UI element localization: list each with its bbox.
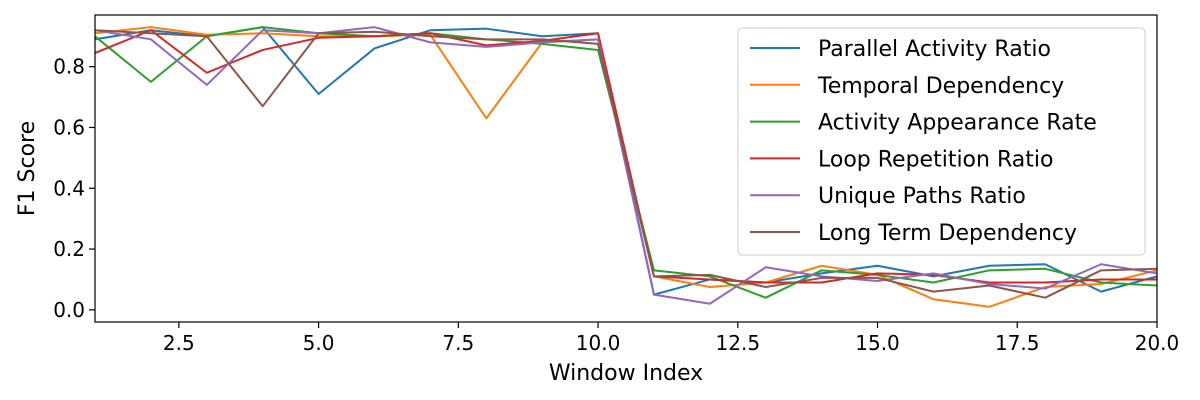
legend-label: Parallel Activity Ratio (818, 37, 1051, 62)
y-tick-label: 0.6 (53, 115, 85, 139)
x-axis: 2.5 5.0 7.5 10.0 12.5 15.0 17.5 20.0 (163, 322, 1179, 355)
legend-label: Temporal Dependency (817, 74, 1064, 99)
x-tick-label: 12.5 (716, 331, 761, 355)
legend-label: Unique Paths Ratio (818, 184, 1026, 209)
legend-label: Activity Appearance Rate (818, 111, 1097, 136)
x-axis-title: Window Index (549, 361, 703, 386)
x-tick-label: 10.0 (576, 331, 621, 355)
y-tick-label: 0.2 (53, 237, 85, 261)
legend: Parallel Activity Ratio Temporal Dependen… (737, 27, 1146, 256)
plot-frame (94, 14, 1158, 323)
x-tick-label: 15.0 (855, 331, 900, 355)
series-layer (95, 26, 1157, 308)
y-axis-title: F1 Score (15, 121, 40, 216)
y-tick-label: 0.8 (53, 55, 85, 79)
x-tick-label: 17.5 (995, 331, 1040, 355)
legend-box (737, 27, 1146, 256)
series-line-5 (95, 26, 1157, 305)
x-tick-label: 2.5 (163, 331, 195, 355)
x-tick-label: 5.0 (303, 331, 335, 355)
legend-label: Loop Repetition Ratio (818, 147, 1053, 172)
y-axis: 0.0 0.2 0.4 0.6 0.8 (53, 55, 95, 322)
series-line-6 (95, 29, 1157, 299)
x-tick-label: 20.0 (1135, 331, 1180, 355)
x-tick-label: 7.5 (442, 331, 474, 355)
y-tick-label: 0.4 (53, 176, 85, 200)
legend-label: Long Term Dependency (818, 221, 1077, 246)
y-tick-label: 0.0 (53, 298, 85, 322)
